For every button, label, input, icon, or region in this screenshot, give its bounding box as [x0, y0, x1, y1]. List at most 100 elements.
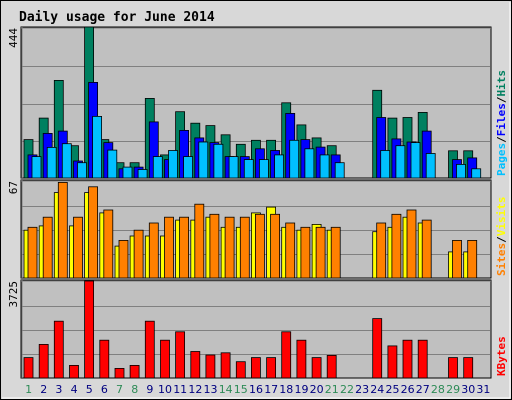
- ymax-label: 3725: [7, 281, 20, 308]
- bar-pages-day-24: [380, 150, 391, 179]
- series-kbytes: [23, 280, 474, 379]
- series-legend-label: KBytes: [495, 336, 508, 376]
- bar-pages-day-21: [334, 162, 345, 179]
- bar-sites-day-20: [315, 226, 326, 279]
- bar-sites-day-18: [285, 222, 296, 279]
- bar-kbytes-day-24: [372, 318, 383, 379]
- bar-sites-day-1: [27, 226, 38, 279]
- day-label-19: 19: [295, 383, 309, 396]
- bar-sites-day-3: [57, 181, 68, 279]
- bar-kbytes-day-26: [402, 339, 413, 379]
- bar-pages-day-6: [107, 149, 118, 179]
- bar-sites-day-17: [270, 213, 281, 279]
- day-label-12: 12: [188, 383, 202, 396]
- bar-pages-day-11: [183, 156, 194, 179]
- legend-pages: Pages: [495, 143, 508, 176]
- bar-sites-day-19: [300, 226, 311, 279]
- bar-sites-day-15: [239, 216, 250, 279]
- day-label-1: 1: [25, 383, 32, 396]
- day-label-24: 24: [370, 383, 384, 396]
- panel-hits-files-pages: 444 Pages/Files/Hits: [7, 26, 508, 179]
- bar-kbytes-day-20: [311, 357, 322, 379]
- bar-kbytes-day-17: [266, 357, 277, 379]
- day-label-9: 9: [146, 383, 153, 396]
- legend-kbytes: KBytes: [495, 336, 508, 376]
- bar-kbytes-day-8: [129, 364, 140, 379]
- bar-kbytes-day-12: [190, 351, 201, 379]
- day-label-7: 7: [116, 383, 123, 396]
- day-label-28: 28: [431, 383, 445, 396]
- day-label-21: 21: [325, 383, 339, 396]
- legend-files: Files: [495, 103, 508, 136]
- bar-pages-day-12: [198, 141, 209, 179]
- bar-kbytes-day-3: [53, 320, 64, 379]
- bar-pages-day-3: [61, 143, 72, 179]
- bar-pages-day-16: [258, 159, 269, 179]
- bar-sites-day-27: [421, 219, 432, 279]
- bar-kbytes-day-18: [281, 331, 292, 379]
- bar-pages-day-8: [137, 169, 148, 179]
- bar-sites-day-24: [376, 222, 387, 279]
- day-label-15: 15: [234, 383, 248, 396]
- bar-pages-day-4: [77, 162, 87, 179]
- day-label-14: 14: [219, 383, 233, 396]
- bar-kbytes-day-13: [205, 354, 216, 379]
- bar-kbytes-day-6: [99, 339, 110, 379]
- bar-sites-day-10: [164, 216, 174, 279]
- bar-sites-day-2: [42, 216, 53, 279]
- legend-separator: /: [495, 136, 508, 143]
- bar-sites-day-13: [209, 213, 220, 279]
- day-label-16: 16: [249, 383, 263, 396]
- bar-sites-day-7: [118, 239, 129, 279]
- day-label-23: 23: [355, 383, 369, 396]
- bar-pages-day-19: [304, 148, 315, 179]
- bar-pages-day-2: [46, 146, 57, 179]
- day-label-11: 11: [173, 383, 187, 396]
- bar-kbytes-day-5: [84, 280, 94, 379]
- bar-sites-day-25: [391, 213, 402, 279]
- bar-sites-day-30: [467, 239, 478, 279]
- ymax-label: 444: [7, 28, 20, 48]
- ymax-label: 67: [7, 181, 20, 194]
- bar-kbytes-day-29: [448, 357, 458, 379]
- bar-pages-day-9: [152, 156, 163, 179]
- bar-pages-day-1: [31, 156, 42, 179]
- day-label-6: 6: [101, 383, 108, 396]
- bar-kbytes-day-21: [326, 354, 337, 379]
- bar-sites-day-9: [148, 222, 159, 279]
- bar-kbytes-day-2: [38, 343, 49, 379]
- day-label-8: 8: [131, 383, 138, 396]
- series-legend-label: Sites/Visits: [495, 197, 508, 277]
- bar-sites-day-26: [406, 209, 417, 279]
- bar-kbytes-day-19: [296, 339, 307, 379]
- bar-kbytes-day-27: [417, 339, 428, 379]
- bar-pages-day-14: [228, 156, 239, 179]
- series-pages: [31, 116, 482, 179]
- bar-sites-day-6: [103, 209, 114, 279]
- day-label-13: 13: [204, 383, 218, 396]
- legend-separator: /: [495, 96, 508, 103]
- day-label-27: 27: [416, 383, 430, 396]
- bar-sites-day-29: [452, 239, 462, 279]
- bar-kbytes-day-10: [160, 339, 170, 379]
- bar-sites-day-14: [224, 216, 235, 279]
- day-label-2: 2: [40, 383, 47, 396]
- bar-pages-day-18: [289, 139, 300, 179]
- day-label-10: 10: [158, 383, 172, 396]
- bar-pages-day-5: [92, 116, 102, 179]
- bar-pages-day-13: [213, 143, 224, 179]
- legend-sites: Sites: [495, 243, 508, 276]
- day-label-17: 17: [264, 383, 278, 396]
- panel-kbytes: 3725 KBytes: [7, 279, 508, 379]
- day-label-18: 18: [279, 383, 293, 396]
- bar-kbytes-day-15: [235, 361, 246, 379]
- bar-sites-day-11: [179, 216, 190, 279]
- bar-pages-day-20: [319, 154, 330, 179]
- bar-sites-day-4: [73, 216, 83, 279]
- bar-kbytes-day-25: [387, 345, 398, 379]
- day-label-20: 20: [310, 383, 324, 396]
- bar-pages-day-27: [425, 153, 436, 179]
- series-legend-label: Pages/Files/Hits: [495, 70, 508, 176]
- day-label-25: 25: [386, 383, 400, 396]
